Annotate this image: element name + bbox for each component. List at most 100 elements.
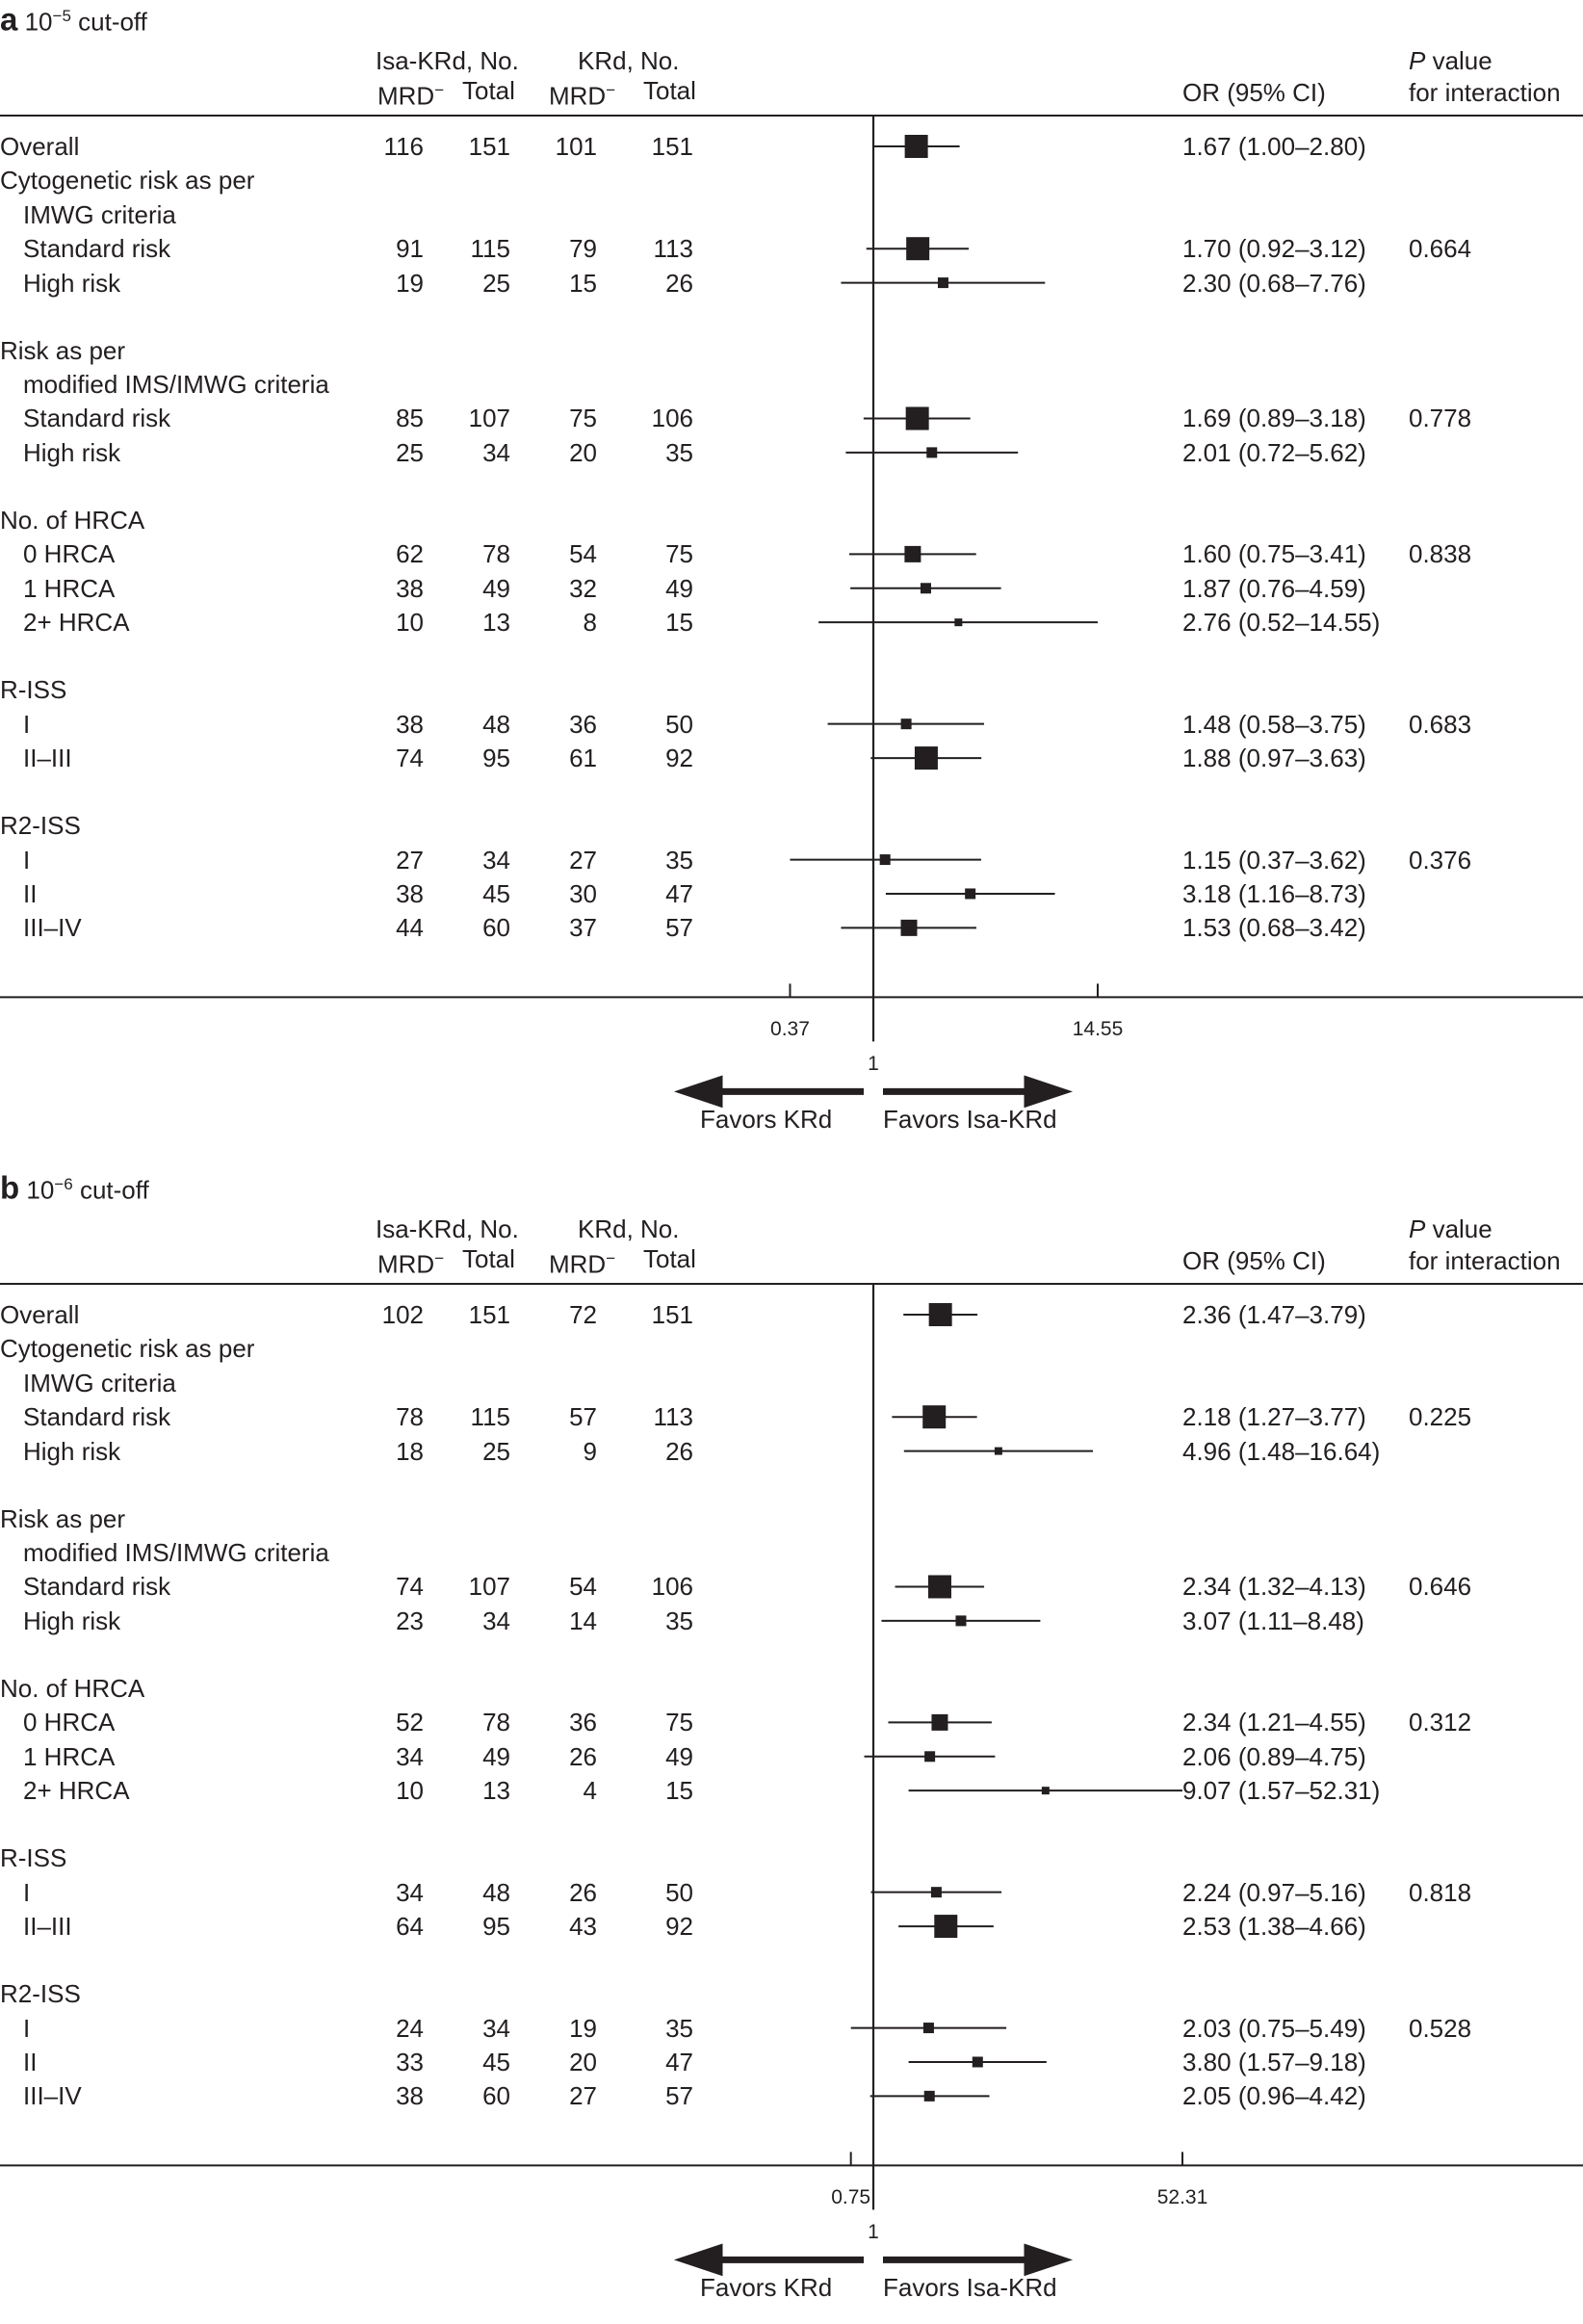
or-ci-text: 2.30 (0.68–7.76) xyxy=(1182,268,1366,298)
p-interaction-value: 0.225 xyxy=(1409,1402,1472,1432)
or-ci-text: 1.53 (0.68–3.42) xyxy=(1182,913,1366,943)
cell-krd-mrd: 4 xyxy=(583,1776,597,1806)
cell-krd-mrd: 79 xyxy=(569,234,597,264)
point-estimate xyxy=(954,618,963,627)
header-isa-total: Total xyxy=(462,1244,515,1273)
panel-title: a 10−5 cut-off xyxy=(0,2,147,37)
row-label: Standard risk xyxy=(23,404,171,433)
favors-left-label: Favors KRd xyxy=(700,1105,833,1135)
header-krd-mrd: MRD− xyxy=(549,75,615,112)
row-heading: Cytogenetic risk as per xyxy=(0,1334,255,1364)
axis-tick-label: 14.55 xyxy=(1072,1018,1124,1041)
cell-krd-mrd: 27 xyxy=(569,845,597,875)
row-label: II–III xyxy=(23,744,72,773)
forest-panel-a: a 10−5 cut-off Isa-KRd, No. KRd, No. MRD− To… xyxy=(0,0,1583,1156)
cell-isa-total: 107 xyxy=(468,1572,510,1602)
point-estimate xyxy=(914,746,938,770)
cell-krd-mrd: 9 xyxy=(583,1436,597,1466)
cell-krd-total: 92 xyxy=(665,1912,693,1942)
point-estimate xyxy=(937,277,948,289)
or-ci-text: 1.15 (0.37–3.62) xyxy=(1182,845,1366,875)
cell-isa-mrd: 62 xyxy=(396,539,424,569)
cell-isa-total: 13 xyxy=(482,1776,510,1806)
cell-isa-mrd: 38 xyxy=(396,573,424,603)
cell-isa-total: 48 xyxy=(482,709,510,739)
point-estimate xyxy=(923,2090,935,2102)
or-ci-text: 1.60 (0.75–3.41) xyxy=(1182,539,1366,569)
mrd-sup: − xyxy=(434,1249,445,1267)
header-group1: Isa-KRd, No. xyxy=(376,1214,519,1243)
point-estimate xyxy=(879,854,891,866)
row-heading: Risk as per xyxy=(0,335,126,365)
cell-isa-total: 48 xyxy=(482,1877,510,1907)
header-p-line2: for interaction xyxy=(1409,1246,1561,1275)
row-heading: Cytogenetic risk as per xyxy=(0,166,255,196)
header-krd-mrd: MRD− xyxy=(549,1243,615,1280)
cell-isa-mrd: 74 xyxy=(396,744,424,773)
row-label: 1 HRCA xyxy=(23,1741,116,1771)
row-label: High risk xyxy=(23,1436,121,1466)
or-ci-text: 2.05 (0.96–4.42) xyxy=(1182,2081,1366,2111)
cell-krd-total: 113 xyxy=(653,1402,693,1432)
row-heading: R-ISS xyxy=(0,1843,67,1873)
mrd-sup: − xyxy=(606,81,616,99)
cell-krd-total: 26 xyxy=(665,1436,693,1466)
favors-left-arrow xyxy=(673,1075,864,1109)
cell-krd-mrd: 57 xyxy=(569,1402,597,1432)
mrd-text: MRD xyxy=(377,81,435,111)
point-estimate xyxy=(994,1447,1002,1455)
header-krd-total: Total xyxy=(643,76,696,105)
cell-krd-total: 35 xyxy=(665,1606,693,1635)
favors-right-label: Favors Isa-KRd xyxy=(883,2273,1057,2303)
row-label: 1 HRCA xyxy=(23,573,116,603)
header-isa-mrd: MRD− xyxy=(377,75,444,112)
or-ci-text: 1.67 (1.00–2.80) xyxy=(1182,132,1366,161)
forest-plot-svg xyxy=(0,1283,1583,2277)
panel-letter: b xyxy=(0,1169,20,1206)
cell-isa-mrd: 102 xyxy=(381,1300,424,1329)
header-group2: KRd, No. xyxy=(578,46,680,75)
point-estimate xyxy=(926,447,938,458)
p-italic: P xyxy=(1409,46,1426,75)
cell-isa-mrd: 18 xyxy=(396,1436,424,1466)
mrd-text: MRD xyxy=(549,1249,607,1279)
point-estimate xyxy=(900,718,912,730)
title-prefix: 10 xyxy=(26,1175,55,1205)
cell-isa-total: 107 xyxy=(468,404,510,433)
cell-isa-mrd: 19 xyxy=(396,268,424,298)
or-ci-text: 2.01 (0.72–5.62) xyxy=(1182,437,1366,467)
point-estimate xyxy=(924,1751,936,1763)
cell-krd-mrd: 30 xyxy=(569,878,597,908)
or-ci-text: 2.18 (1.27–3.77) xyxy=(1182,1402,1366,1432)
row-label: I xyxy=(23,845,31,875)
mrd-text: MRD xyxy=(549,81,607,111)
cell-isa-mrd: 33 xyxy=(396,2047,424,2076)
header-or: OR (95% CI) xyxy=(1182,1246,1326,1275)
p-interaction-value: 0.646 xyxy=(1409,1572,1472,1602)
cell-krd-mrd: 43 xyxy=(569,1912,597,1942)
p-interaction-value: 0.528 xyxy=(1409,2013,1472,2043)
p-interaction-value: 0.838 xyxy=(1409,539,1472,569)
cell-krd-total: 57 xyxy=(665,913,693,943)
cell-isa-total: 151 xyxy=(468,132,510,161)
or-ci-text: 2.34 (1.32–4.13) xyxy=(1182,1572,1366,1602)
row-label: I xyxy=(23,2013,31,2043)
or-ci-text: 3.80 (1.57–9.18) xyxy=(1182,2047,1366,2076)
row-label: II xyxy=(23,878,38,908)
cell-isa-mrd: 78 xyxy=(396,1402,424,1432)
point-estimate xyxy=(922,2023,934,2034)
point-estimate xyxy=(965,888,976,900)
point-estimate xyxy=(1041,1787,1050,1795)
cell-krd-total: 92 xyxy=(665,744,693,773)
title-exponent: −5 xyxy=(52,7,71,25)
p-interaction-value: 0.664 xyxy=(1409,234,1472,264)
header-group2: KRd, No. xyxy=(578,1214,680,1243)
axis-tick-label: 0.37 xyxy=(770,1018,810,1041)
cell-isa-mrd: 25 xyxy=(396,437,424,467)
cell-isa-mrd: 85 xyxy=(396,404,424,433)
cell-krd-mrd: 26 xyxy=(569,1877,597,1907)
row-label: 2+ HRCA xyxy=(23,608,130,638)
cell-krd-mrd: 26 xyxy=(569,1741,597,1771)
cell-krd-mrd: 72 xyxy=(569,1300,597,1329)
or-ci-text: 3.07 (1.11–8.48) xyxy=(1182,1606,1364,1635)
